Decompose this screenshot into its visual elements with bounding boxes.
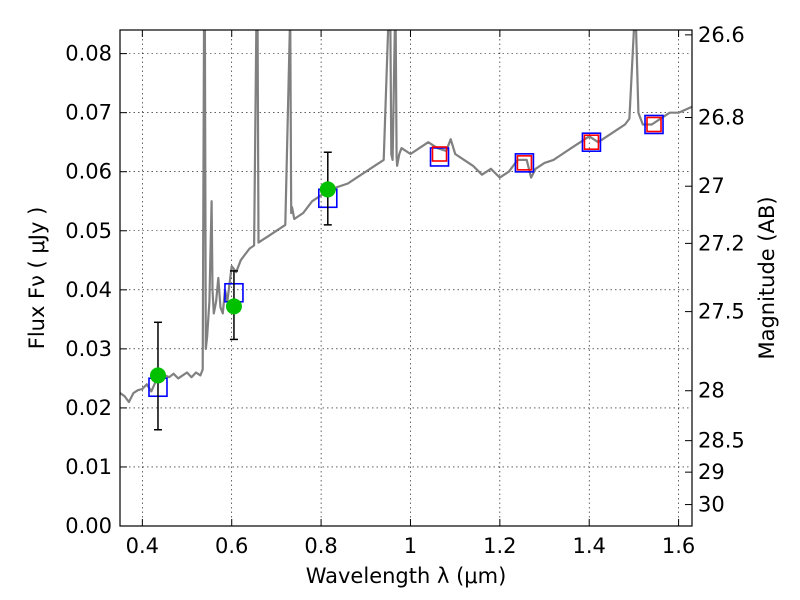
model-photometry-marker — [514, 153, 535, 173]
y-tick-label: 0.02 — [65, 396, 112, 420]
axis-ticks: 0.4 0.6 0.8 1 1.2 1.4 1.6 0.00 0.01 0.02 0.03 0.04 0… — [65, 23, 745, 558]
y-tick-label: 0.07 — [65, 101, 112, 125]
x-tick-label: 0.4 — [126, 534, 159, 558]
y-tick-label: 0.01 — [65, 455, 112, 479]
y-axis-label: Flux Fν ( μJy ) — [25, 207, 49, 350]
mag-tick-label: 27.2 — [698, 231, 745, 255]
mag-tick-label: 27 — [698, 174, 725, 198]
mag-tick-label: 26.6 — [698, 23, 745, 47]
y-tick-label: 0.08 — [65, 42, 112, 66]
mag-tick-label: 30 — [698, 493, 725, 517]
model-photometry-marker — [429, 147, 450, 167]
observed-upper-marker — [583, 134, 600, 150]
mag-tick-label: 26.8 — [698, 105, 745, 129]
model-photometry-marker — [581, 132, 602, 152]
mag-tick-label: 27.5 — [698, 300, 745, 324]
observed-upper-marker — [431, 146, 448, 162]
x-tick-label: 1.4 — [573, 534, 606, 558]
mag-tick-label: 28 — [698, 379, 725, 403]
x-axis-label: Wavelength λ (μm) — [306, 564, 507, 588]
x-tick-label: 1.6 — [662, 534, 695, 558]
plot-frame — [119, 29, 693, 527]
y-tick-label: 0.03 — [65, 337, 112, 361]
y-tick-label: 0.04 — [65, 278, 112, 302]
mag-tick-label: 28.5 — [698, 429, 745, 453]
y-tick-label: 0.06 — [65, 160, 112, 184]
x-tick-label: 0.8 — [304, 534, 337, 558]
mag-tick-label: 29 — [698, 460, 725, 484]
x-tick-label: 0.6 — [215, 534, 248, 558]
sed-model-line — [120, 30, 692, 404]
x-tick-label: 1.2 — [483, 534, 516, 558]
x-tick-label: 1 — [404, 534, 417, 558]
y-tick-label: 0.00 — [65, 514, 112, 538]
observed-detection-point — [149, 367, 166, 384]
observed-upper-marker — [516, 155, 533, 171]
observed-detection-point — [225, 298, 242, 315]
plot-area — [120, 30, 692, 431]
model-photometry-marker — [644, 114, 664, 135]
observed-upper-marker — [646, 116, 662, 133]
observed-detection-point — [319, 181, 336, 198]
y2-axis-label: Magnitude (AB) — [755, 196, 779, 359]
y-tick-label: 0.05 — [65, 219, 112, 243]
